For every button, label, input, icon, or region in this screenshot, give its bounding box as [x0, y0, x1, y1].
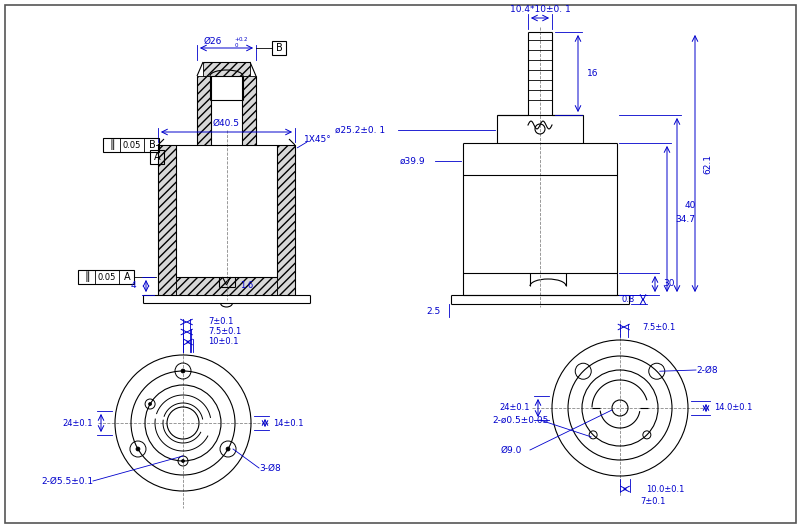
Text: 14.0±0.1: 14.0±0.1 [714, 403, 752, 412]
Circle shape [136, 447, 140, 451]
Text: Ø40.5: Ø40.5 [213, 118, 240, 127]
Text: 7.5±0.1: 7.5±0.1 [642, 323, 675, 332]
Text: ø39.9: ø39.9 [400, 156, 425, 165]
Text: 0.05: 0.05 [98, 272, 116, 281]
Text: 0.8: 0.8 [622, 295, 635, 304]
Text: 2.5: 2.5 [427, 306, 441, 316]
Bar [78, 270, 134, 284]
Bar [197, 76, 211, 145]
Circle shape [182, 459, 184, 463]
Text: 2-ø0.5±0.05: 2-ø0.5±0.05 [492, 416, 549, 425]
Bar [176, 277, 277, 295]
Text: A: A [123, 272, 131, 282]
Bar [150, 150, 164, 164]
Text: 10±0.1: 10±0.1 [208, 337, 239, 346]
Text: 1.6: 1.6 [240, 280, 254, 289]
Text: 40: 40 [685, 201, 696, 210]
Bar [277, 145, 295, 295]
Text: 30: 30 [663, 279, 674, 288]
Text: 7.5±0.1: 7.5±0.1 [208, 327, 241, 336]
Text: 14±0.1: 14±0.1 [273, 419, 304, 428]
Text: Ø9.0: Ø9.0 [501, 446, 522, 455]
Text: 24±0.1: 24±0.1 [500, 403, 530, 412]
Text: 7±0.1: 7±0.1 [208, 317, 233, 326]
Text: 1X45°: 1X45° [304, 136, 332, 145]
Bar [203, 62, 250, 76]
Text: ∥: ∥ [84, 271, 90, 282]
Text: 2-Ø8: 2-Ø8 [696, 365, 718, 374]
Circle shape [149, 402, 151, 406]
Bar [272, 41, 286, 55]
Text: 34.7: 34.7 [675, 214, 695, 223]
Circle shape [181, 369, 185, 373]
Text: 7±0.1: 7±0.1 [640, 497, 666, 506]
Text: B: B [276, 43, 283, 53]
Bar [242, 76, 256, 145]
Text: A: A [154, 152, 160, 162]
Text: ø25.2±0. 1: ø25.2±0. 1 [335, 126, 385, 135]
Text: 62.1: 62.1 [703, 154, 712, 174]
Text: 10.0±0.1: 10.0±0.1 [646, 485, 684, 494]
Text: 16: 16 [587, 69, 598, 78]
Text: 3-Ø8: 3-Ø8 [259, 464, 280, 473]
Text: $^{+0.2}_{0}$: $^{+0.2}_{0}$ [235, 35, 249, 51]
Text: 10.4*10±0. 1: 10.4*10±0. 1 [509, 5, 570, 14]
Circle shape [226, 447, 230, 451]
Text: 24±0.1: 24±0.1 [62, 419, 93, 428]
Bar [158, 145, 176, 295]
Text: Ø26: Ø26 [203, 36, 222, 45]
Text: 4: 4 [131, 281, 136, 290]
Text: ∥: ∥ [109, 139, 115, 150]
Text: 2-Ø5.5±0.1: 2-Ø5.5±0.1 [41, 476, 93, 486]
Text: 0.05: 0.05 [123, 140, 141, 149]
Text: B: B [149, 140, 155, 150]
Bar [103, 138, 159, 152]
